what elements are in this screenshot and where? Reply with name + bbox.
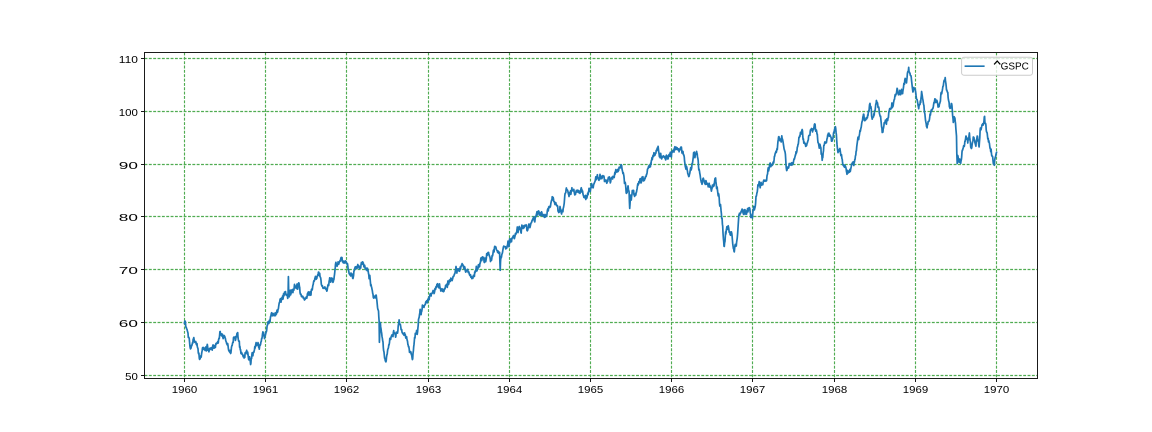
svg-text:1962: 1962 <box>334 385 360 396</box>
svg-text:1967: 1967 <box>740 385 766 396</box>
svg-text:1964: 1964 <box>497 385 523 396</box>
svg-text:60: 60 <box>119 319 139 330</box>
svg-text:1970: 1970 <box>984 385 1010 396</box>
svg-text:1968: 1968 <box>822 385 848 396</box>
svg-text:GSPC: GSPC <box>1001 61 1030 72</box>
svg-text:1965: 1965 <box>578 385 604 396</box>
svg-text:90: 90 <box>119 161 139 172</box>
svg-text:1961: 1961 <box>253 385 279 396</box>
svg-text:1963: 1963 <box>416 385 442 396</box>
svg-text:110: 110 <box>119 55 138 66</box>
svg-text:1966: 1966 <box>659 385 685 396</box>
svg-text:50: 50 <box>125 372 138 383</box>
svg-text:80: 80 <box>119 213 139 224</box>
svg-text:1969: 1969 <box>903 385 929 396</box>
svg-text:100: 100 <box>119 108 138 119</box>
svg-text:70: 70 <box>119 266 139 277</box>
svg-text:1960: 1960 <box>172 385 198 396</box>
